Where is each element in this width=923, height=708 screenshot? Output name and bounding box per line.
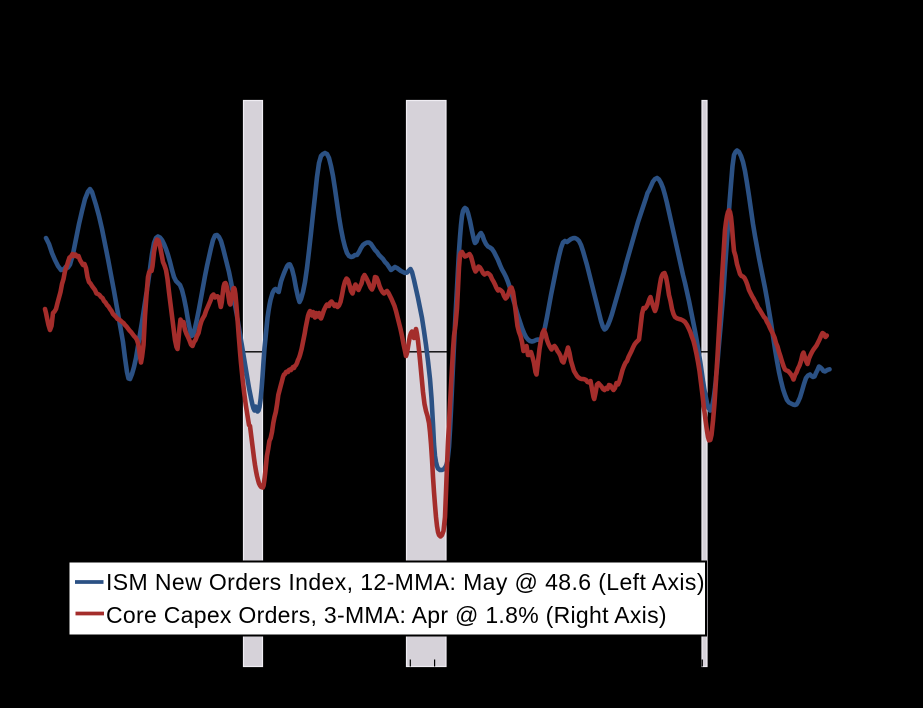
svg-text:ISM New Orders Index, 12-MMA:: ISM New Orders Index, 12-MMA: May @ 48.6…: [106, 569, 705, 595]
svg-text:Core Capex Orders, 3-MMA: Apr: Core Capex Orders, 3-MMA: Apr @ 1.8% (Ri…: [106, 602, 667, 628]
